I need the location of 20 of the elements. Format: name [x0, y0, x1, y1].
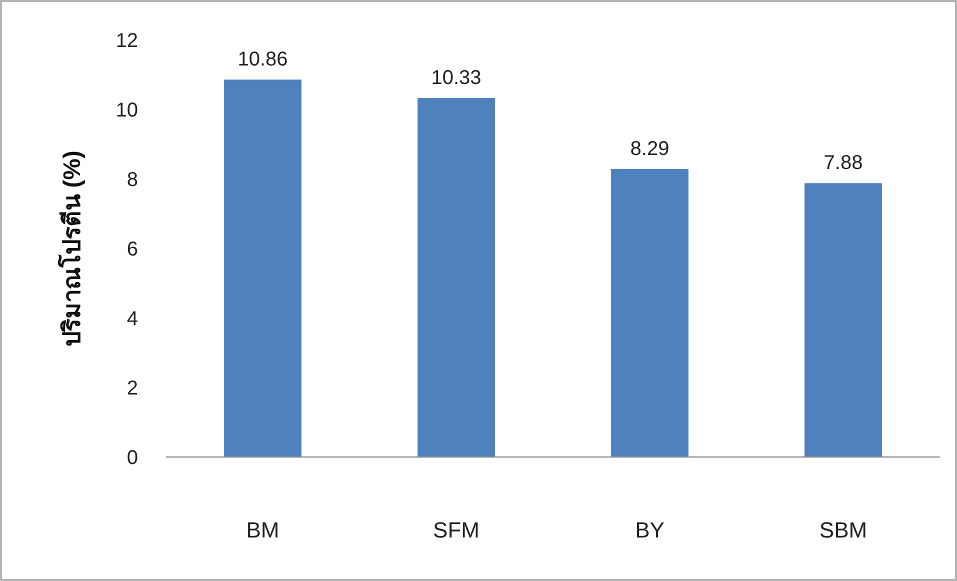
- y-tick-label: 2: [126, 378, 138, 400]
- y-tick-label: 6: [126, 238, 138, 260]
- bar: [224, 80, 302, 457]
- data-label: 7.88: [824, 152, 863, 174]
- y-tick-label: 8: [126, 169, 138, 191]
- x-tick-label: SBM: [819, 518, 868, 543]
- data-label: 8.29: [630, 138, 670, 160]
- y-axis-title: ปริมาณโปรตีน (%): [57, 150, 86, 346]
- data-label: 10.33: [431, 67, 482, 90]
- x-tick-label: BM: [246, 518, 280, 543]
- y-tick-label: 0: [126, 447, 138, 469]
- bar: [611, 168, 688, 457]
- y-tick-label: 12: [116, 30, 138, 52]
- x-tick-label: BY: [635, 518, 665, 543]
- bar: [804, 183, 882, 457]
- y-tick-label: 10: [116, 100, 138, 122]
- bar: [418, 98, 495, 457]
- x-tick-label: SFM: [433, 518, 480, 543]
- y-tick-label: 4: [126, 308, 138, 330]
- data-label: 10.86: [238, 48, 288, 71]
